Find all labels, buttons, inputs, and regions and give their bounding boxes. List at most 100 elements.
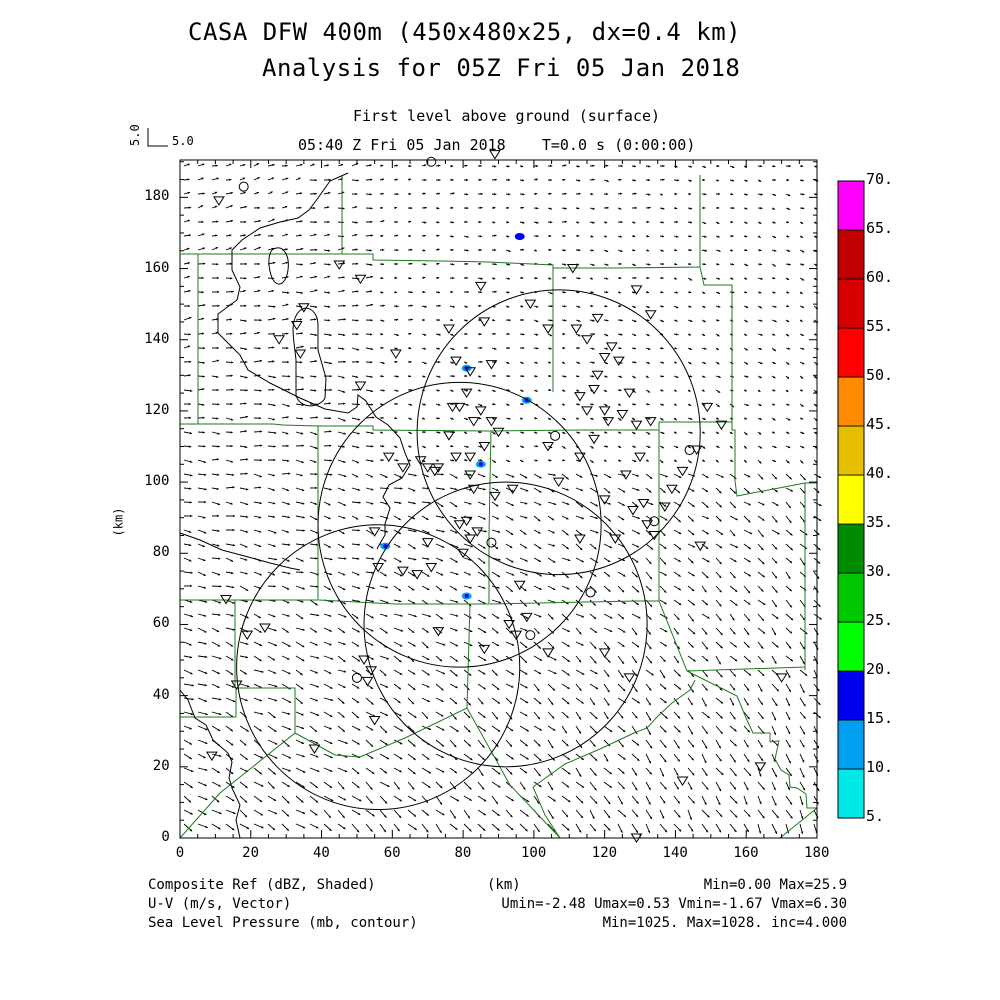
wind-vector-head <box>591 431 595 434</box>
wind-vector-head <box>465 178 469 182</box>
station-marker <box>641 520 654 530</box>
footer-pressure-label: Sea Level Pressure (mb, contour) <box>148 915 418 931</box>
wind-vector-head <box>760 206 763 210</box>
wind-vector-head <box>244 430 247 433</box>
wind-vector-head <box>450 206 454 210</box>
wind-vector-head <box>399 713 402 717</box>
wind-vector-head <box>438 333 441 336</box>
wind-vector-head <box>689 319 693 322</box>
station-marker <box>637 498 650 509</box>
wind-vector-head <box>497 729 501 732</box>
wind-vector-head <box>581 517 584 520</box>
wind-vector-head <box>341 786 345 790</box>
wind-vector-head <box>230 418 234 421</box>
wind-vector-head <box>451 361 454 364</box>
wind-vector-head <box>343 402 346 405</box>
wind-vector-head <box>381 220 385 223</box>
wind-vector-head <box>201 290 204 294</box>
wind-vector-head <box>466 235 469 238</box>
wind-vector-head <box>716 460 719 463</box>
wind-vector-head <box>703 305 706 308</box>
wind-vector-head <box>535 375 538 378</box>
station-marker <box>598 495 611 505</box>
wind-vector-head <box>731 179 735 182</box>
wind-vector-head <box>576 221 580 224</box>
wind-vector-head <box>636 488 640 491</box>
wind-vector-head <box>759 774 762 777</box>
wind-vector-head <box>357 488 361 491</box>
station-marker <box>616 409 629 420</box>
station-marker <box>467 417 480 427</box>
wind-vector-head <box>511 798 514 802</box>
wind-vector-head <box>730 459 734 462</box>
wind-vector-head <box>510 532 514 535</box>
wind-vector-head <box>622 558 625 562</box>
wind-vector-head <box>716 362 720 365</box>
wind-vector-head <box>371 616 374 619</box>
wind-vector-head <box>398 588 402 591</box>
wind-vector-head <box>593 616 597 619</box>
wind-vector-head <box>424 178 427 182</box>
wind-vector-head <box>299 192 303 195</box>
wind-vector-head <box>301 444 304 447</box>
wind-vector-head <box>538 784 542 788</box>
wind-vector-head <box>328 545 331 548</box>
wind-vector-head <box>745 305 749 308</box>
wind-vector-head <box>788 675 791 678</box>
wind-vector-head <box>525 743 528 747</box>
wind-vector-head <box>578 659 582 663</box>
wind-vector-head <box>734 559 737 562</box>
wind-vector-head <box>328 263 331 266</box>
wind-vector-head <box>370 178 373 181</box>
wind-vector-head <box>242 163 246 167</box>
wind-vector-head <box>258 615 261 619</box>
wind-vector-head <box>231 290 234 293</box>
wind-vector-head <box>495 758 499 761</box>
wind-vector-head <box>648 263 651 266</box>
wind-vector-head <box>328 815 331 818</box>
wind-vector-head <box>260 813 263 816</box>
wind-vector-head <box>717 404 720 407</box>
wind-vector-head <box>706 516 709 520</box>
wind-vector-head <box>733 505 736 509</box>
wind-vector-head <box>386 657 389 660</box>
wind-vector-head <box>216 629 220 632</box>
wind-vector-head <box>704 249 707 252</box>
wind-vector-head <box>730 220 734 224</box>
wind-vector-head <box>400 614 403 617</box>
wind-vector-head <box>286 801 290 804</box>
wind-vector-head <box>301 741 304 744</box>
wind-vector-head <box>818 715 821 719</box>
wind-vector-head <box>498 558 501 561</box>
colorbar-segment <box>837 768 865 819</box>
wind-vector-head <box>315 826 319 829</box>
wind-vector-head <box>370 319 373 322</box>
wind-vector-head <box>772 333 776 336</box>
wind-vector-head <box>622 786 625 789</box>
wind-vector-head <box>497 785 501 788</box>
wind-vector-head <box>203 586 206 589</box>
wind-vector-head <box>397 786 400 790</box>
wind-vector-head <box>272 786 275 789</box>
wind-vector-head <box>675 235 679 238</box>
wind-vector-head <box>648 490 652 493</box>
wind-vector-head <box>187 219 190 222</box>
wind-vector-head <box>633 445 636 448</box>
wind-vector-head <box>259 643 262 646</box>
wind-vector-head <box>730 249 733 252</box>
wind-vector-head <box>285 303 289 306</box>
wind-vector-head <box>478 262 482 266</box>
wind-vector-head <box>786 178 790 182</box>
wind-vector-head <box>760 319 763 322</box>
wind-vector-head <box>818 604 821 607</box>
wind-vector-head <box>357 432 360 435</box>
wind-vector-head <box>218 712 222 716</box>
wind-vector-head <box>274 742 278 745</box>
wind-vector-head <box>258 544 262 548</box>
station-marker <box>382 452 395 463</box>
x-tick-label: 60 <box>383 845 401 861</box>
wind-vector-head <box>399 757 403 760</box>
wind-vector-head <box>619 388 622 392</box>
wind-vector-head <box>259 600 262 603</box>
station-marker <box>333 260 346 270</box>
